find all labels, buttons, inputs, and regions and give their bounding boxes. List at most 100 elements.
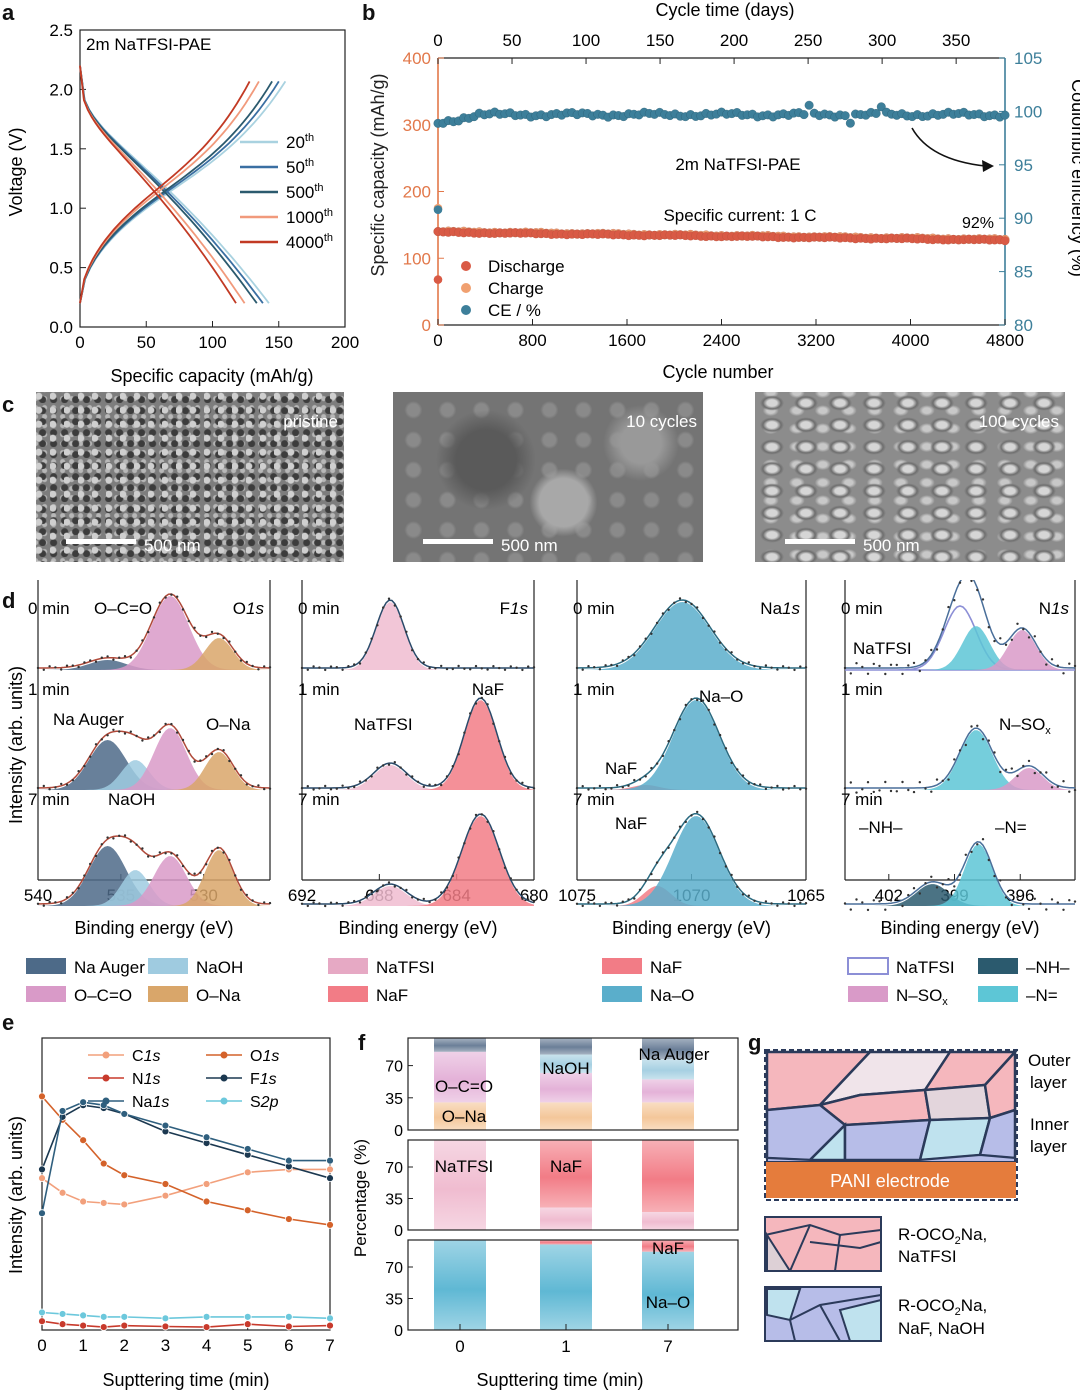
xps-data-point [799,788,802,791]
xps-data-point [335,666,338,669]
xps-data-point [94,660,98,663]
point-S [99,1312,108,1321]
panel-b-note: Specific current: 1 C [663,206,816,225]
x-tick-label: 7 [325,1336,334,1355]
xps-data-point [993,874,996,878]
x2-tick-label: 0 [433,31,442,50]
xps-data-point [615,904,619,907]
xps-data-point [515,779,518,782]
xps-data-point [187,872,190,875]
xps-data-point [416,657,420,661]
legend-label: NaOH [196,958,243,977]
xps-data-point [604,664,607,667]
xps-data-point [1073,788,1077,792]
point-O [326,1220,334,1229]
xps-data-point [428,783,431,786]
xps-data-point [1056,664,1060,667]
xps-data-point [469,827,472,830]
panel-f-composition-bars: 0 35 70 0 35 70 0 35 70 0 1 7 O–C=O O–Na NaOH Na Auger N… [351,1037,739,1390]
xps-data-point [387,763,391,766]
xps-data-point [181,864,185,868]
xps-data-point [1050,898,1054,901]
xps-data-point [112,658,115,661]
xps-data-point [405,630,408,633]
panel-a-ylabel: Voltage (V) [6,127,26,216]
legend-marker-O [220,1051,228,1059]
xps-data-point [901,780,904,784]
series-line-O [41,1095,331,1226]
time-label: 7 min [573,790,615,809]
xps-data-point [650,872,653,876]
xps-data-point [141,639,144,642]
xps-data-point [581,668,584,671]
segment-label: NaOH [542,1059,589,1078]
xps-data-point [993,751,996,754]
xps-data-point [667,846,670,849]
xps-data-point [123,732,127,735]
xps-data-point [509,665,512,668]
x-tick-label: 1 [561,1337,570,1356]
xps-data-point [747,782,750,785]
x-tick-label: 2400 [703,331,741,350]
xps-peak [38,846,270,906]
xps-peak [38,728,270,790]
xps-peak [845,844,1075,906]
xps-data-point [799,665,802,668]
point-O [79,1136,88,1145]
legend-swatch [847,957,889,975]
xps-data-point [650,766,653,770]
xps-data-point [324,904,327,908]
xps-data-point [422,785,425,788]
y-tick-label: 70 [385,1260,403,1277]
xps-data-point [118,656,121,659]
xps-data-point [527,665,530,668]
xps-data-point [661,851,665,854]
point-O [38,1092,46,1101]
xps-data-point [884,908,887,911]
xps-data-point [1039,771,1042,774]
xps-data-point [753,783,756,786]
xps-data-point [633,778,636,782]
legend-label-CE / %: CE / % [488,301,541,320]
point-Discharge [433,275,443,284]
xps-data-point [1045,663,1048,666]
point-O [120,1171,129,1180]
xps-peak [577,700,806,790]
xps-data-point [77,887,80,890]
xps-data-point [176,854,179,857]
legend-label: Na Auger [74,958,145,977]
xps-data-point [843,902,847,905]
x2-tick-label: 50 [503,31,522,50]
xps-data-point [770,666,773,669]
xps-data-point [474,813,478,817]
xps-data-point [239,659,243,662]
xps-data-point [587,788,590,791]
xps-data-point [638,778,642,781]
legend-label: Na–O [650,986,694,1005]
xps-data-point [999,770,1002,774]
xps-data-point [964,743,967,747]
time-label: 0 min [28,599,70,618]
legend-label-N: N1s [132,1071,160,1088]
series-line-C [41,1168,330,1206]
xps-data-point [661,612,665,615]
xps-data-point [440,891,443,894]
xps-peak [38,596,270,670]
scale-bar [423,539,493,544]
xps-data-point [781,788,785,791]
point-N [99,1323,108,1331]
legend-label-50th: 50th [286,157,314,177]
xps-data-point [1068,899,1071,902]
xps-data-point [713,723,716,726]
stacked-panel-0: 0 35 70 [385,1037,739,1140]
xps-data-point [918,781,921,784]
xps-data-point [428,900,431,904]
xps-data-point [54,901,57,904]
xps-data-point [222,851,225,854]
x-tick-label: 1 [78,1336,87,1355]
xps-data-point [1050,786,1054,789]
x-tick-label: 100 [198,333,226,352]
legend-swatch [978,986,1018,1002]
